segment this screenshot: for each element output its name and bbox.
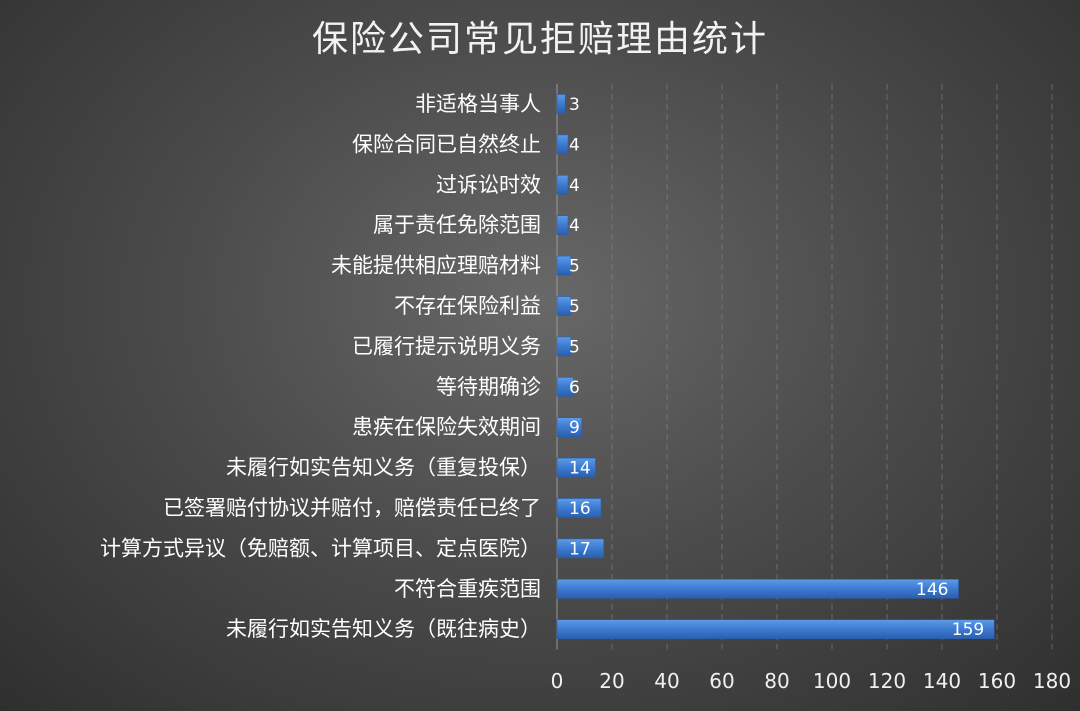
x-tick-label: 180 bbox=[1033, 669, 1071, 693]
x-tick-label: 100 bbox=[813, 669, 851, 693]
data-label: 6 bbox=[569, 378, 580, 398]
bar bbox=[556, 94, 566, 114]
category-label: 不存在保险利益 bbox=[394, 294, 541, 318]
category-labels: 非适格当事人保险合同已自然终止过诉讼时效属于责任免除范围未能提供相应理赔材料不存… bbox=[100, 92, 541, 641]
category-label: 计算方式异议（免赔额、计算项目、定点医院） bbox=[100, 536, 541, 560]
category-label: 未能提供相应理赔材料 bbox=[331, 254, 541, 278]
data-label: 9 bbox=[569, 418, 580, 438]
category-label: 等待期确诊 bbox=[436, 375, 541, 399]
category-label: 已签署赔付协议并赔付，赔偿责任已终了 bbox=[163, 496, 541, 520]
category-label: 保险合同已自然终止 bbox=[352, 132, 541, 156]
x-tick-label: 160 bbox=[978, 669, 1016, 693]
x-tick-label: 60 bbox=[709, 669, 734, 693]
bar bbox=[556, 498, 602, 518]
bar bbox=[556, 215, 569, 235]
bar bbox=[556, 417, 583, 438]
bar bbox=[556, 134, 569, 155]
data-label: 14 bbox=[569, 459, 591, 479]
data-label: 16 bbox=[569, 499, 591, 519]
data-label: 17 bbox=[569, 539, 591, 559]
data-label: 5 bbox=[569, 337, 580, 357]
category-label: 已履行提示说明义务 bbox=[352, 334, 541, 358]
bar bbox=[556, 336, 572, 357]
chart-title: 保险公司常见拒赔理由统计 bbox=[311, 19, 768, 60]
bar bbox=[556, 619, 995, 640]
category-label: 非适格当事人 bbox=[415, 92, 541, 116]
category-label: 患疾在保险失效期间 bbox=[352, 415, 541, 439]
category-label: 不符合重疾范围 bbox=[394, 577, 541, 601]
data-label: 3 bbox=[569, 95, 580, 115]
x-axis-ticks: 0 20 40 60 80 100 120 140 160 180 bbox=[551, 669, 1071, 693]
x-tick-label: 140 bbox=[923, 669, 961, 693]
data-label: 5 bbox=[569, 257, 580, 277]
data-label: 4 bbox=[569, 216, 580, 236]
bar bbox=[556, 175, 569, 195]
category-label: 未履行如实告知义务（既往病史） bbox=[226, 617, 541, 641]
category-label: 属于责任免除范围 bbox=[373, 213, 541, 237]
category-label: 未履行如实告知义务（重复投保） bbox=[226, 456, 541, 480]
x-tick-label: 80 bbox=[764, 669, 789, 693]
gridlines bbox=[556, 83, 1053, 650]
data-label: 4 bbox=[569, 135, 580, 155]
x-tick-label: 20 bbox=[599, 669, 624, 693]
bar bbox=[556, 255, 572, 276]
x-tick-label: 120 bbox=[868, 669, 906, 693]
bar bbox=[556, 538, 605, 559]
data-label: 5 bbox=[569, 297, 580, 317]
bar bbox=[556, 457, 596, 478]
x-tick-label: 40 bbox=[654, 669, 679, 693]
data-label: 159 bbox=[952, 620, 984, 640]
x-tick-label: 0 bbox=[551, 669, 564, 693]
bar bbox=[556, 296, 572, 316]
bar bbox=[556, 578, 959, 599]
data-label: 146 bbox=[916, 580, 948, 600]
bar bbox=[556, 376, 574, 397]
category-label: 过诉讼时效 bbox=[436, 173, 541, 197]
data-label: 4 bbox=[569, 176, 580, 196]
